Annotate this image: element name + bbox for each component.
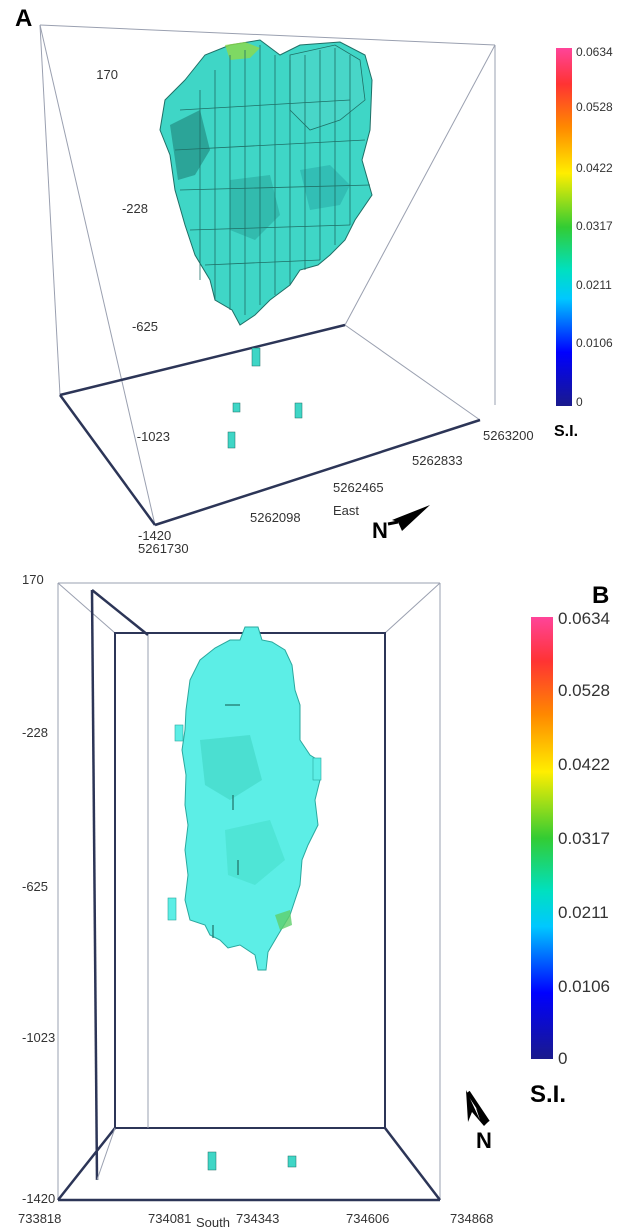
susceptibility-voxel-body <box>167 626 322 971</box>
colorbar-scale <box>556 48 572 406</box>
colorbar-unit: S.I. <box>554 423 578 440</box>
x-tick-label: 733818 <box>18 1211 61 1226</box>
colorbar-tick: 0.0422 <box>576 161 613 175</box>
isolated-voxels <box>207 1151 297 1171</box>
svg-text:N: N <box>476 1128 492 1153</box>
colorbar: 0.0634 0.0528 0.0422 0.0317 0.0211 0.010… <box>554 45 613 440</box>
z-tick-label: -228 <box>22 725 48 740</box>
z-tick-label: -1023 <box>22 1030 55 1045</box>
colorbar-tick: 0.0317 <box>576 219 613 233</box>
colorbar-tick: 0.0528 <box>558 681 610 700</box>
x-tick-label: 734606 <box>346 1211 389 1226</box>
panel-b-figure: B <box>18 572 610 1230</box>
bounding-box <box>57 582 441 1202</box>
colorbar-tick: 0.0211 <box>558 903 609 922</box>
x-tick-label: 5263200 <box>483 428 534 443</box>
colorbar-tick: 0.0106 <box>558 977 610 996</box>
colorbar-tick: 0.0211 <box>576 278 612 292</box>
x-tick-label: 734081 <box>148 1211 191 1226</box>
colorbar-tick: 0 <box>558 1049 567 1068</box>
x-tick-label: 734868 <box>450 1211 493 1226</box>
x-axis-label: South <box>196 1215 230 1227</box>
svg-text:N: N <box>372 518 388 543</box>
z-tick-label: -1023 <box>137 429 170 444</box>
z-tick-label: 170 <box>96 67 118 82</box>
x-axis-label: East <box>333 503 359 518</box>
z-tick-label: -1420 <box>22 1191 55 1206</box>
x-tick-label: 734343 <box>236 1211 279 1226</box>
x-tick-label: 5262833 <box>412 453 463 468</box>
colorbar-tick: 0.0528 <box>576 100 613 114</box>
north-arrow: N <box>466 1090 492 1153</box>
colorbar-tick: 0.0634 <box>576 45 613 59</box>
z-tick-label: 170 <box>22 572 44 587</box>
colorbar-tick: 0.0106 <box>576 336 613 350</box>
colorbar-tick: 0.0317 <box>558 829 610 848</box>
colorbar-tick: 0 <box>576 395 583 409</box>
panel-a-figure: A <box>15 5 613 556</box>
colorbar-tick: 0.0422 <box>558 755 610 774</box>
panel-label: A <box>15 5 32 32</box>
colorbar-unit: S.I. <box>530 1081 566 1108</box>
colorbar: 0.0634 0.0528 0.0422 0.0317 0.0211 0.010… <box>530 609 610 1108</box>
panel-b: B <box>0 560 641 1230</box>
x-tick-label: 5262465 <box>333 480 384 495</box>
z-tick-label: -625 <box>22 879 48 894</box>
colorbar-tick: 0.0634 <box>558 609 610 628</box>
z-tick-label: -625 <box>132 319 158 334</box>
bounding-box <box>39 24 496 527</box>
isolated-voxels <box>227 347 303 449</box>
north-arrow: N <box>372 505 430 543</box>
z-tick-label: -1420 <box>138 528 171 543</box>
panel-a: A <box>0 0 641 560</box>
susceptibility-voxel-body <box>159 39 373 326</box>
x-tick-label: 5261730 <box>138 541 189 556</box>
colorbar-scale <box>531 617 553 1059</box>
panel-label: B <box>592 582 609 609</box>
z-tick-label: -228 <box>122 201 148 216</box>
x-tick-label: 5262098 <box>250 510 301 525</box>
